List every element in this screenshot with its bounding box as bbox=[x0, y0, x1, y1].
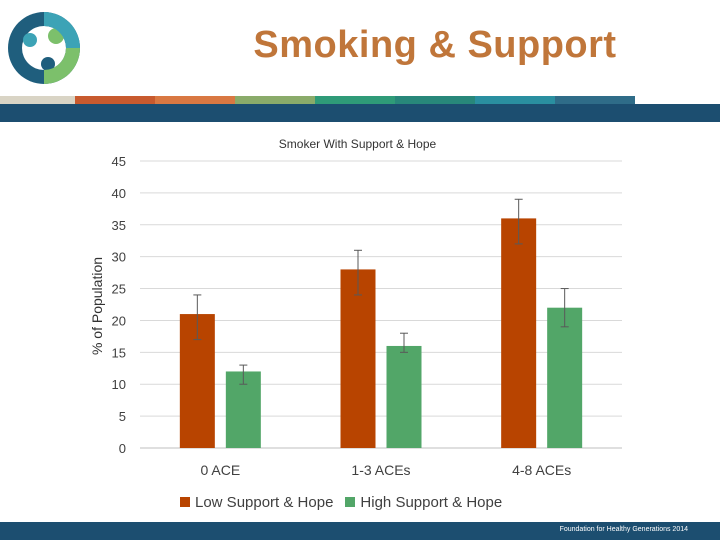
x-tick-label-2: 4-8 ACEs bbox=[512, 462, 571, 478]
slide-title: Smoking & Support bbox=[253, 24, 617, 66]
logo-figure-teal bbox=[23, 33, 37, 47]
header-stripe-7 bbox=[475, 96, 555, 104]
header-stripe-2 bbox=[75, 96, 155, 104]
y-tick-label-30: 30 bbox=[112, 250, 126, 265]
header-stripe-8 bbox=[555, 96, 635, 104]
bar-high-support-hope-1 bbox=[386, 345, 422, 448]
legend-item-high-support: High Support & Hope bbox=[345, 494, 502, 511]
header-stripe-3 bbox=[155, 96, 235, 104]
y-tick-label-35: 35 bbox=[112, 218, 126, 233]
header-stripe-4 bbox=[235, 96, 315, 104]
bar-low-support-hope-2 bbox=[501, 218, 537, 448]
y-axis-label: % of Population bbox=[89, 256, 105, 356]
legend-swatch-low-support bbox=[180, 497, 190, 507]
foundation-logo bbox=[8, 12, 80, 84]
logo-figure-blue bbox=[41, 57, 55, 71]
legend-item-low-support: Low Support & Hope bbox=[180, 494, 333, 511]
chart-title: Smoker With Support & Hope bbox=[278, 137, 437, 151]
legend-label-low-support: Low Support & Hope bbox=[195, 493, 334, 511]
y-tick-label-0: 0 bbox=[119, 441, 126, 456]
header-stripe-1 bbox=[0, 96, 75, 104]
y-tick-label-10: 10 bbox=[112, 377, 126, 392]
footer-credit: Foundation for Healthy Generations 2014 bbox=[559, 526, 688, 533]
y-tick-label-20: 20 bbox=[112, 313, 126, 328]
header-band bbox=[0, 104, 720, 122]
bar-low-support-hope-1 bbox=[340, 269, 376, 448]
legend-swatch-high-support bbox=[345, 497, 356, 507]
header-stripe-5 bbox=[315, 96, 395, 104]
legend-label-high-support: High Support & Hope bbox=[360, 493, 503, 511]
footer-band bbox=[0, 522, 720, 540]
header-stripe-6 bbox=[395, 96, 475, 104]
y-tick-label-5: 5 bbox=[119, 409, 126, 424]
bar-high-support-hope-2 bbox=[547, 307, 583, 448]
y-tick-label-40: 40 bbox=[112, 186, 126, 201]
x-tick-label-0: 0 ACE bbox=[200, 462, 240, 478]
y-tick-label-45: 45 bbox=[112, 154, 126, 169]
x-tick-label-1: 1-3 ACEs bbox=[351, 462, 410, 478]
y-tick-label-15: 15 bbox=[112, 345, 126, 360]
y-tick-label-25: 25 bbox=[112, 282, 126, 297]
chart-legend: Low Support & Hope High Support & Hope bbox=[180, 492, 514, 512]
